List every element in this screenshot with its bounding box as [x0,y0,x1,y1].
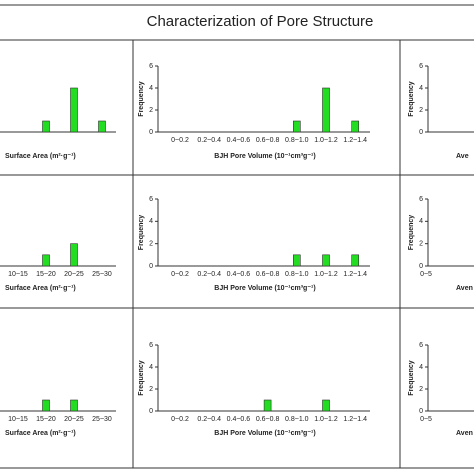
y-tick-label: 4 [149,364,153,371]
bar [351,120,360,133]
y-tick-label: 0 [419,408,423,415]
y-axis-label: Frequency [138,81,145,117]
bar [42,120,50,133]
x-tick-label: 0~0.2 [171,416,189,423]
bar [70,87,78,133]
x-axis-label: Surface Area (m²·g⁻¹) [5,153,76,160]
y-tick-label: 2 [149,386,153,393]
y-tick-label: 6 [419,63,423,70]
y-tick-label: 0 [419,129,423,136]
y-axis-label: Frequency [408,360,415,396]
x-tick-label: 15~20 [36,271,56,278]
x-tick-label: 0.4~0.6 [227,271,251,278]
bar [263,399,272,412]
y-tick-label: 0 [149,129,153,136]
x-axis-label: Surface Area (m²·g⁻¹) [5,285,76,292]
y-tick-label: 6 [419,196,423,203]
x-tick-label: 0.2~0.4 [197,271,221,278]
y-tick-label: 6 [419,342,423,349]
x-tick-label: 0.8~1.0 [285,137,309,144]
x-tick-label: 1.0~1.2 [314,416,338,423]
x-tick-label: 25~30 [92,416,112,423]
bar [322,399,330,412]
x-axis-label: BJH Pore Volume (10⁻¹cm³g⁻¹) [214,285,315,292]
y-tick-label: 4 [419,218,423,225]
bar [292,254,301,267]
x-axis-label: BJH Pore Volume (10⁻¹cm³g⁻¹) [214,153,315,160]
bar [292,120,301,133]
x-tick-label: 0~5 [420,271,432,278]
bar [98,120,106,133]
y-tick-label: 0 [149,263,153,270]
y-tick-label: 4 [149,218,153,225]
x-tick-label: 0.2~0.4 [197,137,221,144]
y-tick-label: 2 [419,107,423,114]
x-tick-label: 0~0.2 [171,271,189,278]
x-tick-label: 0.6~0.8 [256,416,280,423]
bar [351,254,360,267]
y-tick-label: 2 [149,107,153,114]
bar [322,254,330,267]
y-axis-label: Frequency [408,81,415,117]
y-tick-label: 0 [149,408,153,415]
x-tick-label: 10~15 [8,416,28,423]
y-axis-label: Frequency [138,360,145,396]
x-tick-label: 1.2~1.4 [343,271,367,278]
y-tick-label: 4 [149,85,153,92]
x-tick-label: 20~25 [64,416,84,423]
bar [42,254,50,267]
x-tick-label: 1.0~1.2 [314,271,338,278]
x-axis-label: Aven [456,430,473,437]
x-tick-label: 1.2~1.4 [343,137,367,144]
y-tick-label: 2 [419,241,423,248]
y-tick-label: 2 [149,241,153,248]
x-tick-label: 0~0.2 [171,137,189,144]
x-tick-label: 0~5 [420,416,432,423]
bar [70,243,78,267]
outer-border [0,4,474,469]
y-tick-label: 4 [419,364,423,371]
x-tick-label: 20~25 [64,271,84,278]
bar [70,399,78,412]
x-tick-label: 0.6~0.8 [256,271,280,278]
x-tick-label: 15~20 [36,416,56,423]
x-tick-label: 0.8~1.0 [285,271,309,278]
bar [42,399,50,412]
bar [322,87,330,133]
y-tick-label: 6 [149,196,153,203]
y-tick-label: 4 [419,85,423,92]
x-tick-label: 0.4~0.6 [227,416,251,423]
y-tick-label: 6 [149,63,153,70]
x-axis-label: Surface Area (m²·g⁻¹) [5,430,76,437]
x-tick-label: 1.0~1.2 [314,137,338,144]
x-tick-label: 1.2~1.4 [343,416,367,423]
y-axis-label: Frequency [138,215,145,251]
y-tick-label: 0 [419,263,423,270]
figure-title: Characterization of Pore Structure [147,13,374,30]
x-tick-label: 0.8~1.0 [285,416,309,423]
x-tick-label: 10~15 [8,271,28,278]
y-tick-label: 6 [149,342,153,349]
y-axis-label: Frequency [408,215,415,251]
x-axis-label: Ave [456,153,469,160]
x-tick-label: 0.4~0.6 [227,137,251,144]
x-tick-label: 25~30 [92,271,112,278]
y-tick-label: 2 [419,386,423,393]
x-tick-label: 0.6~0.8 [256,137,280,144]
x-axis-label: Aven [456,285,473,292]
x-axis-label: BJH Pore Volume (10⁻¹cm³g⁻¹) [214,430,315,437]
x-tick-label: 0.2~0.4 [197,416,221,423]
